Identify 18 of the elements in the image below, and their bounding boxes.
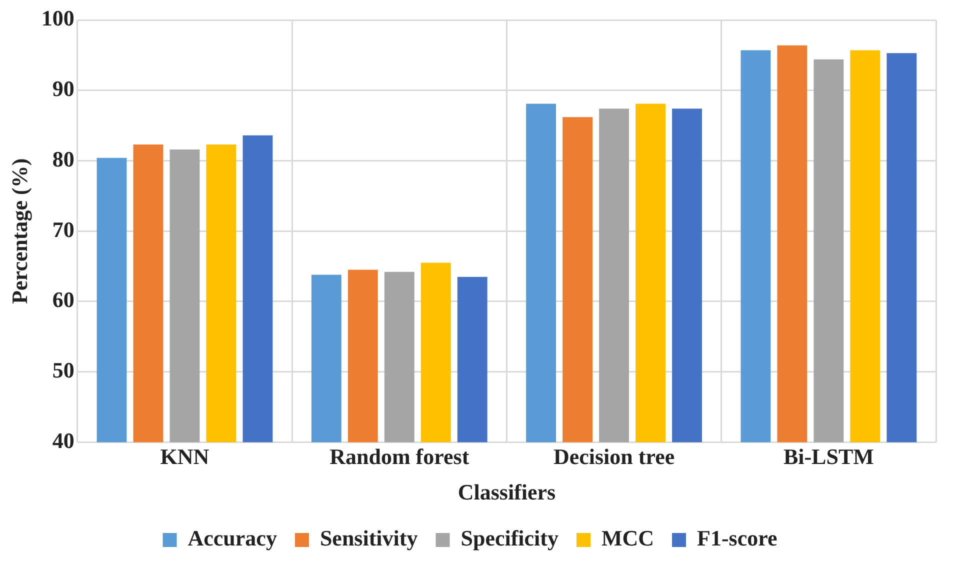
y-axis-title: Percentage (%): [6, 158, 32, 304]
legend-label: F1-score: [697, 526, 778, 551]
y-tick-label: 90: [52, 76, 74, 102]
y-tick-label: 70: [52, 216, 74, 242]
y-tick-label: 60: [52, 287, 74, 312]
x-tick-label: Random forest: [330, 444, 470, 470]
legend-label: Sensitivity: [320, 526, 418, 551]
x-tick-label: Bi-LSTM: [783, 444, 874, 470]
y-tick-label: 100: [41, 6, 74, 31]
x-tick-label: Decision tree: [553, 444, 675, 470]
x-axis-title: Classifiers: [458, 479, 556, 504]
legend-label: MCC: [601, 526, 654, 551]
y-tick-label: 50: [52, 358, 74, 383]
legend-label: Specificity: [460, 526, 558, 551]
y-tick-label: 40: [52, 428, 74, 453]
legend-label: Accuracy: [188, 526, 277, 551]
y-tick-label: 80: [52, 146, 74, 172]
x-tick-label: KNN: [160, 444, 210, 470]
